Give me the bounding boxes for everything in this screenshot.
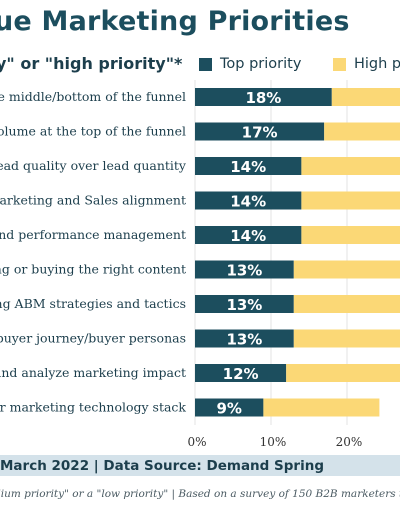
legend-swatch-high-icon: [333, 57, 346, 71]
legend-item-top-priority: Top priority: [199, 56, 301, 72]
bar-value-label: 14%: [230, 193, 266, 211]
bar-value-label: 14%: [230, 158, 266, 176]
bar-top-priority: [195, 364, 287, 382]
bar-top-priority: [195, 226, 302, 244]
category-label: nto buyer journey/buyer personas: [0, 331, 186, 346]
legend-label-high: High p: [354, 56, 400, 72]
bar-top-priority: [195, 295, 294, 313]
chart-title: ue Marketing Priorities: [0, 6, 350, 37]
bar-value-label: 13%: [226, 296, 262, 314]
x-tick-label: 0%: [187, 435, 206, 449]
bar-high-priority: [331, 88, 400, 106]
bar-high-priority: [263, 398, 380, 417]
bar-value-label: 18%: [245, 89, 281, 107]
category-label: uilding or buying the right content: [0, 262, 186, 277]
chart-subtitle: y" or "high priority"*: [0, 54, 183, 73]
bar-top-priority: [195, 191, 302, 210]
bar-top-priority: [195, 157, 302, 175]
category-label: on lead quality over lead quantity: [0, 158, 187, 173]
bar-high-priority: [301, 157, 400, 175]
bar-value-label: 12%: [223, 365, 259, 383]
bar-chart: 0% 10% 20% g the middle/bottom of the funne…: [0, 80, 400, 449]
bar-high-priority: [301, 226, 400, 244]
bar-value-label: 14%: [230, 227, 266, 245]
source-text: March 2022 | Data Source: Demand Spring: [0, 457, 324, 474]
bar-top-priority: [195, 122, 325, 141]
bar-high-priority: [286, 364, 400, 382]
bar-high-priority: [293, 260, 400, 279]
legend-item-high-priority: High p: [333, 56, 400, 72]
category-label: your marketing technology stack: [0, 400, 186, 415]
bar-top-priority: [195, 329, 294, 348]
legend-label-top: Top priority: [220, 56, 302, 72]
bar-high-priority: [293, 329, 400, 348]
bar-value-label: 9%: [216, 400, 241, 418]
legend-swatch-top-icon: [199, 57, 212, 71]
footnote: dium priority" or a "low priority" | Bas…: [0, 488, 400, 500]
bar-value-label: 13%: [226, 331, 262, 349]
category-label: g the middle/bottom of the funnel: [0, 89, 186, 104]
bar-top-priority: [195, 260, 294, 279]
bar-high-priority: [324, 122, 400, 141]
category-label: cuting ABM strategies and tactics: [0, 296, 186, 311]
bar-value-label: 17%: [242, 124, 278, 142]
bar-high-priority: [293, 295, 400, 313]
category-label: ure and analyze marketing impact: [0, 365, 186, 380]
category-label: ng Marketing and Sales alignment: [0, 193, 186, 208]
category-label: ss and performance management: [0, 227, 186, 242]
bar-value-label: 13%: [226, 262, 262, 280]
bar-top-priority: [195, 398, 264, 417]
x-tick-label: 10%: [260, 435, 287, 449]
source-bar: March 2022 | Data Source: Demand Spring: [0, 455, 400, 476]
category-label: ad volume at the top of the funnel: [0, 124, 186, 139]
bar-top-priority: [195, 88, 332, 106]
bar-high-priority: [301, 191, 400, 210]
x-tick-label: 20%: [336, 435, 363, 449]
